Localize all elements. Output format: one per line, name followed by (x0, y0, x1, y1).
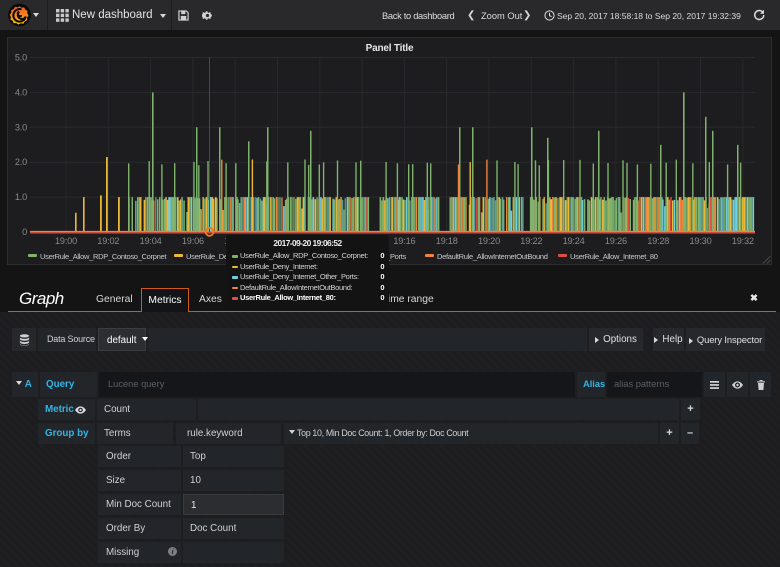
svg-text:1.0: 1.0 (15, 192, 27, 202)
svg-text:19:30: 19:30 (690, 236, 712, 246)
svg-text:19:24: 19:24 (563, 236, 585, 246)
svg-text:19:26: 19:26 (605, 236, 627, 246)
svg-text:5.0: 5.0 (15, 53, 27, 63)
svg-text:19:32: 19:32 (732, 236, 754, 246)
svg-text:19:02: 19:02 (97, 236, 119, 246)
svg-text:19:22: 19:22 (520, 236, 542, 246)
svg-text:19:00: 19:00 (55, 236, 77, 246)
svg-text:19:28: 19:28 (647, 236, 669, 246)
svg-text:0: 0 (22, 227, 27, 237)
svg-text:19:18: 19:18 (436, 236, 458, 246)
svg-text:19:06: 19:06 (182, 236, 204, 246)
svg-text:19:20: 19:20 (478, 236, 500, 246)
svg-text:2.0: 2.0 (15, 157, 27, 167)
svg-text:19:04: 19:04 (140, 236, 162, 246)
svg-text:3.0: 3.0 (15, 122, 27, 132)
svg-text:19:16: 19:16 (393, 236, 415, 246)
svg-text:4.0: 4.0 (15, 87, 27, 97)
